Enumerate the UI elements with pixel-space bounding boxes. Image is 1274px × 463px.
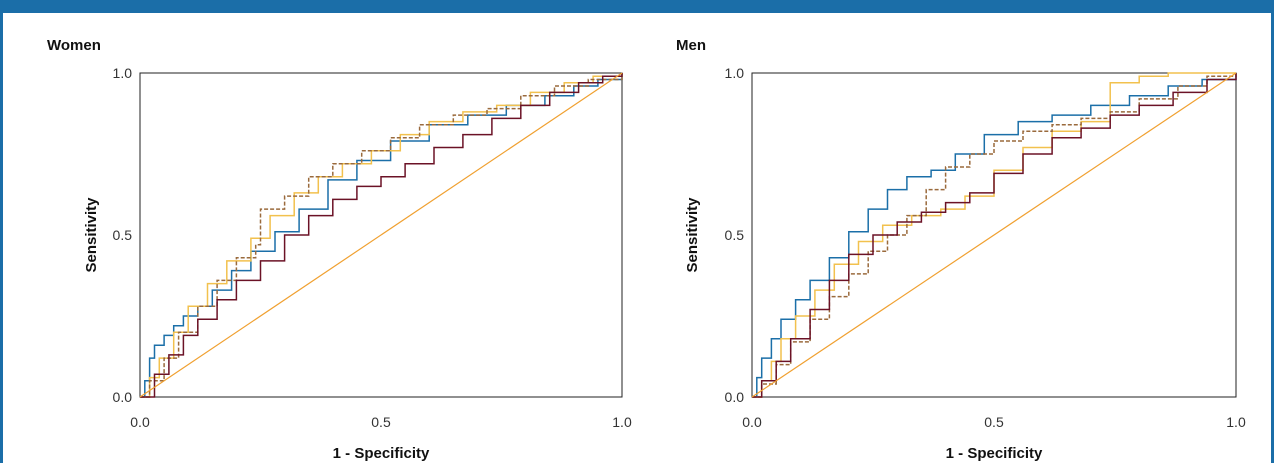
y-axis-label: Sensitivity — [83, 197, 100, 273]
series-layer — [139, 72, 623, 398]
x-axis-label: 1 - Specificity — [946, 445, 1043, 462]
y-tick-label: 0.0 — [113, 389, 133, 405]
y-tick-label: 1.0 — [725, 65, 745, 81]
y-tick-label: 1.0 — [113, 65, 133, 81]
plot-area — [751, 72, 1237, 398]
y-axis-label: Sensitivity — [684, 197, 701, 273]
roc-curve-4 — [140, 73, 623, 398]
roc-curve-2 — [752, 72, 1236, 398]
y-tick-label: 0.5 — [113, 227, 133, 243]
panel-men: Men 1.0 0.5 0.0 0.0 0.5 1.0 1 - Specific… — [676, 37, 1246, 462]
series-layer — [751, 72, 1237, 398]
panel-title: Men — [676, 37, 706, 54]
roc-curve-3 — [140, 73, 623, 398]
x-tick-label: 0.0 — [130, 414, 150, 430]
panel-title: Women — [47, 37, 101, 54]
panel-women: Women 1.0 0.5 0.0 0.0 0.5 1.0 1 - Specif… — [47, 37, 632, 462]
y-tick-label: 0.0 — [725, 389, 745, 405]
reference-diagonal — [751, 72, 1237, 398]
x-tick-label: 0.5 — [371, 414, 391, 430]
x-axis-label: 1 - Specificity — [333, 445, 430, 462]
x-tick-label: 0.5 — [984, 414, 1004, 430]
x-tick-label: 1.0 — [612, 414, 632, 430]
x-tick-label: 0.0 — [742, 414, 762, 430]
reference-diagonal — [139, 72, 623, 398]
roc-curve-4 — [752, 73, 1237, 398]
y-tick-label: 0.5 — [725, 227, 745, 243]
x-tick-label: 1.0 — [1226, 414, 1246, 430]
plot-area — [139, 72, 623, 398]
